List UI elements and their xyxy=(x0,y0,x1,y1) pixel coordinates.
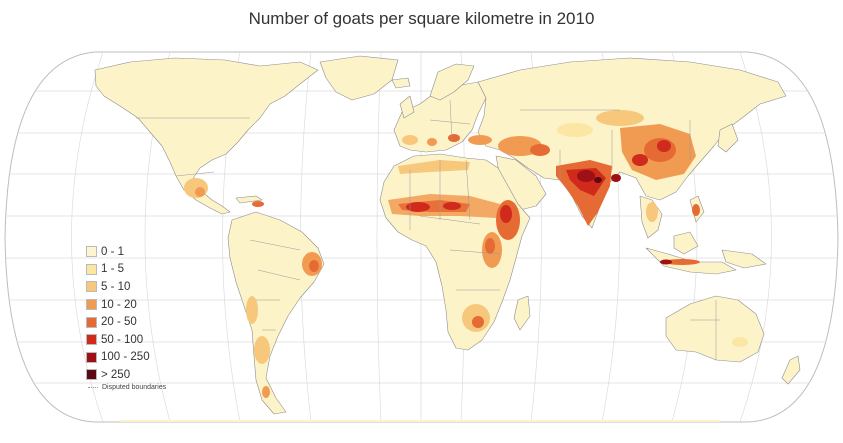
antarctica-edge xyxy=(120,420,720,422)
legend-label: 0 - 1 xyxy=(101,245,125,258)
legend-label: > 250 xyxy=(101,368,131,381)
dotted-line-icon xyxy=(88,387,98,388)
legend-label: 100 - 250 xyxy=(101,351,150,364)
legend: 0 - 1 1 - 5 5 - 10 10 - 20 20 - 50 50 - … xyxy=(86,243,150,384)
disputed-boundaries-label: Disputed boundaries xyxy=(102,384,167,391)
legend-item: > 250 xyxy=(86,366,150,384)
legend-swatch xyxy=(86,246,97,258)
madagascar xyxy=(513,295,531,331)
britain xyxy=(399,95,415,119)
japan xyxy=(717,123,739,153)
disputed-boundaries-key: Disputed boundaries xyxy=(88,384,166,391)
legend-swatch xyxy=(86,369,97,381)
legend-swatch xyxy=(86,316,97,328)
map-title: Number of goats per square kilometre in … xyxy=(248,9,595,28)
legend-label: 5 - 10 xyxy=(101,280,131,293)
legend-item: 50 - 100 xyxy=(86,331,150,349)
density-hotspots xyxy=(184,110,748,398)
caribbean xyxy=(235,195,263,204)
legend-label: 1 - 5 xyxy=(101,263,125,276)
legend-swatch xyxy=(86,299,97,311)
iceland xyxy=(391,77,411,89)
indonesia xyxy=(645,247,737,275)
legend-label: 10 - 20 xyxy=(101,298,137,311)
legend-item: 20 - 50 xyxy=(86,313,150,331)
legend-label: 50 - 100 xyxy=(101,333,144,346)
legend-item: 1 - 5 xyxy=(86,261,150,279)
legend-item: 5 - 10 xyxy=(86,278,150,296)
country-borders xyxy=(136,99,720,360)
legend-item: 10 - 20 xyxy=(86,296,150,314)
scandinavia xyxy=(429,63,475,101)
legend-item: 0 - 1 xyxy=(86,243,150,261)
legend-swatch xyxy=(86,281,97,293)
legend-label: 20 - 50 xyxy=(101,316,137,329)
legend-swatch xyxy=(86,334,97,346)
legend-swatch xyxy=(86,351,97,363)
legend-item: 100 - 250 xyxy=(86,349,150,367)
greenland xyxy=(319,55,399,101)
borneo xyxy=(673,231,699,255)
south-america xyxy=(227,211,325,415)
new-guinea xyxy=(721,249,767,269)
new-zealand xyxy=(781,355,801,385)
legend-swatch xyxy=(86,263,97,275)
